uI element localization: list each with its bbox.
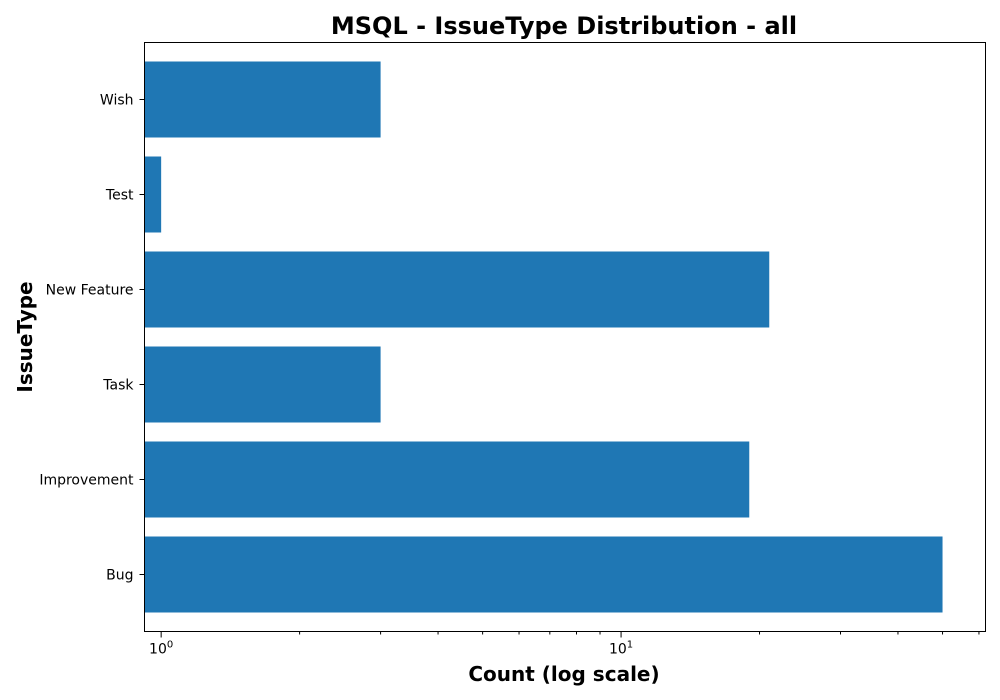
- y-tick-label: Task: [102, 378, 134, 394]
- bar-wish: [144, 61, 381, 138]
- x-tick-label: 100: [149, 640, 173, 658]
- chart-title: MSQL - IssueType Distribution - all: [331, 12, 797, 40]
- y-tick-label: New Feature: [46, 283, 134, 299]
- y-tick-label: Test: [105, 188, 134, 204]
- bars-group: [144, 61, 943, 613]
- x-axis-ticks: 100 101: [149, 631, 980, 658]
- bar-bug: [144, 536, 943, 613]
- x-axis-title: Count (log scale): [468, 662, 659, 686]
- bar-test: [144, 156, 162, 233]
- bar-task: [144, 346, 381, 423]
- plot-frame: [144, 42, 986, 632]
- bar-improvement: [144, 441, 750, 518]
- y-tick-label: Improvement: [39, 473, 134, 489]
- y-axis-title: IssueType: [13, 281, 37, 392]
- x-tick-label: 101: [609, 640, 633, 658]
- y-tick-label: Bug: [106, 568, 133, 584]
- y-axis-ticks: Bug Improvement Task New Feature Test Wish: [39, 93, 145, 584]
- bar-new-feature: [144, 251, 770, 328]
- y-tick-label: Wish: [100, 93, 134, 109]
